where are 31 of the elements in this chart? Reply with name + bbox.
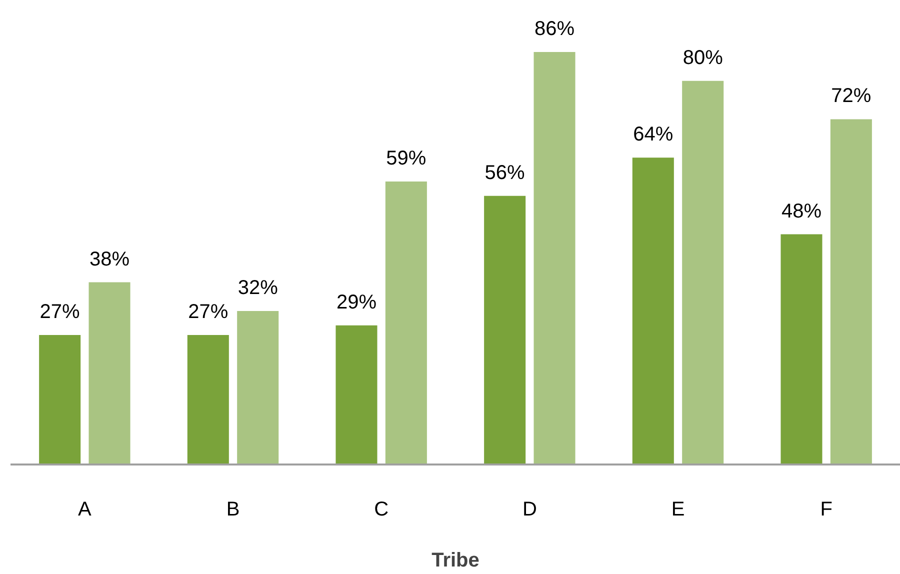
bar	[830, 119, 872, 464]
data-label: 56%	[484, 162, 526, 184]
bar	[39, 335, 81, 464]
bar	[88, 282, 130, 464]
bar	[237, 311, 279, 464]
bar	[632, 158, 674, 464]
data-label: 32%	[238, 277, 278, 300]
x-tick-label: D	[522, 498, 537, 520]
bar	[336, 325, 378, 464]
bar	[682, 80, 724, 464]
data-label: 64%	[633, 124, 674, 146]
data-label: 72%	[831, 85, 872, 108]
bar	[484, 196, 526, 464]
x-tick-label: E	[671, 498, 685, 520]
data-label: 27%	[40, 301, 80, 324]
x-tick-label: F	[820, 498, 832, 520]
x-tick-label: A	[78, 498, 92, 520]
x-axis-title: Tribe	[432, 550, 480, 572]
bar	[187, 335, 229, 464]
bar	[385, 182, 427, 464]
data-label: 80%	[682, 46, 724, 69]
bar	[534, 52, 576, 464]
data-label: 27%	[188, 301, 228, 324]
x-tick-label: B	[226, 498, 240, 520]
data-label: 48%	[781, 200, 822, 222]
bar	[780, 234, 822, 464]
data-label: 86%	[534, 18, 575, 40]
data-label: 29%	[336, 291, 377, 314]
data-label: 59%	[386, 148, 426, 170]
data-label: 38%	[90, 248, 130, 270]
x-tick-label: C	[374, 498, 389, 520]
